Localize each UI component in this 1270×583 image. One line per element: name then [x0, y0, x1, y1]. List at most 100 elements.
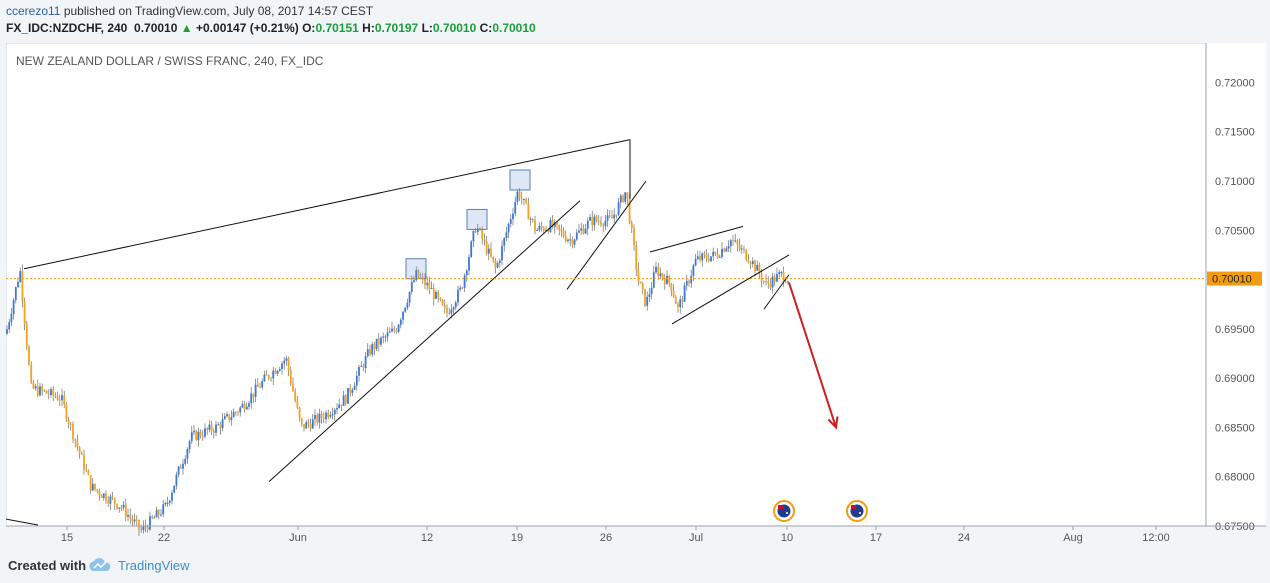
candle-up [468, 256, 470, 271]
candle-up [230, 417, 233, 421]
candle-down [668, 275, 671, 284]
candle-up [553, 222, 556, 227]
candle-down [745, 249, 748, 261]
candle-down [479, 228, 481, 230]
candle-up [505, 232, 508, 239]
candle-down [83, 454, 85, 470]
candle-down [556, 222, 558, 225]
trend-lines [5, 139, 790, 526]
candle-up [10, 314, 13, 323]
candle-down [461, 287, 464, 289]
candle-up [336, 408, 338, 410]
candle-up [391, 328, 393, 332]
chart-area[interactable]: NEW ZEALAND DOLLAR / SWISS FRANC, 240, F… [5, 42, 1266, 544]
candle-down [344, 395, 347, 404]
candle-down [738, 244, 741, 249]
candle-up [386, 332, 389, 337]
candle-up [787, 281, 789, 283]
candle-down [320, 413, 323, 419]
candle-down [637, 269, 640, 282]
candle-up [580, 228, 583, 231]
candle-up [567, 239, 569, 242]
trend-line[interactable] [5, 518, 39, 526]
candle-up [399, 319, 402, 325]
trend-line[interactable] [566, 180, 647, 290]
candle-up [727, 246, 730, 249]
trend-line[interactable] [649, 225, 744, 253]
author-link[interactable]: ccerezo11 [6, 4, 61, 18]
highlight-box[interactable] [466, 208, 488, 230]
candle-up [331, 414, 334, 416]
candle-up [459, 287, 462, 290]
candle-down [483, 238, 486, 241]
candle-down [527, 203, 530, 220]
candle-down [492, 256, 495, 261]
candle-up [435, 291, 437, 299]
candle-down [542, 227, 545, 231]
candle-up [223, 416, 226, 420]
candle-up [584, 228, 587, 234]
x-tick-label: 19 [511, 532, 523, 544]
y-tick-label: 0.72000 [1215, 77, 1255, 89]
highlight-box[interactable] [509, 169, 531, 191]
event-flag-icon[interactable] [846, 500, 868, 522]
y-tick-label: 0.68000 [1215, 472, 1255, 484]
candle-down [201, 436, 204, 438]
candle-up [487, 248, 490, 254]
candle-up [239, 407, 242, 413]
candle-down [448, 312, 451, 314]
x-tick-label: 17 [870, 532, 882, 544]
candle-up [311, 419, 314, 429]
candle-down [760, 273, 763, 281]
candle-up [283, 360, 286, 364]
candle-down [630, 222, 633, 229]
chart-title: NEW ZEALAND DOLLAR / SWISS FRANC, 240, F… [16, 54, 324, 68]
candle-down [490, 248, 492, 257]
candle-up [593, 216, 596, 226]
price-chart[interactable]: NEW ZEALAND DOLLAR / SWISS FRANC, 240, F… [5, 42, 1266, 544]
candle-up [364, 356, 367, 368]
candle-down [773, 276, 776, 282]
candle-down [63, 395, 66, 405]
candle-up [318, 413, 321, 423]
price-tag-bg [1207, 271, 1262, 286]
candle-up [606, 215, 609, 221]
candle-up [452, 307, 455, 310]
candle-up [529, 218, 532, 220]
candle-up [215, 424, 217, 433]
candle-up [355, 375, 358, 386]
candle-up [351, 389, 354, 393]
trend-line[interactable] [23, 139, 631, 270]
candle-up [338, 404, 341, 409]
candle-up [226, 414, 228, 417]
candle-up [514, 202, 517, 214]
trend-line[interactable] [671, 254, 790, 325]
candle-down [267, 375, 270, 379]
candle-down [322, 418, 325, 420]
event-flag-icon[interactable] [773, 500, 795, 522]
candle-down [265, 374, 268, 376]
candle-up [776, 274, 778, 282]
candle-up [8, 322, 11, 330]
x-tick-label: 12:00 [1142, 532, 1170, 544]
candle-up [102, 493, 105, 498]
x-tick-label: Jun [289, 532, 307, 544]
candle-down [732, 240, 734, 242]
x-tick-label: 26 [600, 532, 612, 544]
candle-up [155, 510, 158, 518]
candle-down [705, 254, 708, 259]
tradingview-brand[interactable]: TradingView [118, 558, 190, 573]
trend-line[interactable] [763, 274, 790, 310]
candle-up [17, 282, 19, 288]
candle-up [410, 282, 413, 292]
candle-up [679, 299, 682, 308]
candle-down [100, 495, 103, 498]
highlight-box[interactable] [405, 258, 427, 280]
candle-down [43, 390, 46, 392]
projection-arrow-shaft[interactable] [788, 282, 837, 428]
candle-down [393, 328, 396, 331]
candle-down [45, 390, 48, 394]
candle-up [171, 492, 173, 501]
trend-line[interactable] [268, 200, 581, 483]
candle-down [551, 220, 554, 227]
